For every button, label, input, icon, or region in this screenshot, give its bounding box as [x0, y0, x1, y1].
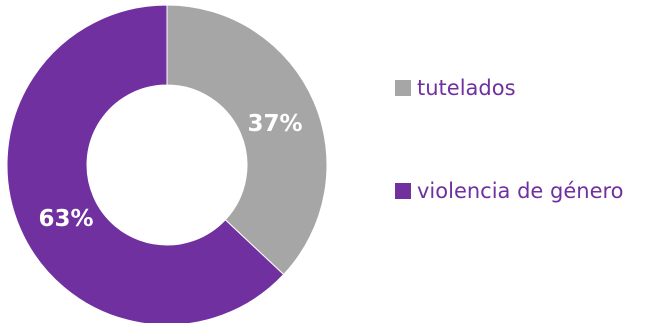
slice-violencia-de-genero	[6, 4, 285, 323]
slice-labels: 37% 63%	[38, 111, 302, 232]
legend-label-tutelados: tutelados	[417, 76, 516, 100]
legend-item-violencia-de-genero: violencia de género	[395, 177, 624, 205]
legend-swatch-tutelados	[395, 80, 411, 96]
legend-label-violencia-de-genero: violencia de género	[417, 179, 624, 203]
donut-slices	[6, 4, 328, 323]
slice-label-tutelados: 37%	[247, 111, 302, 137]
slice-tutelados	[166, 4, 328, 276]
legend-item-tutelados: tutelados	[395, 74, 516, 102]
donut-chart: 37% 63%	[6, 4, 328, 323]
slice-label-violencia-de-genero: 63%	[38, 206, 93, 232]
legend-swatch-violencia-de-genero	[395, 183, 411, 199]
